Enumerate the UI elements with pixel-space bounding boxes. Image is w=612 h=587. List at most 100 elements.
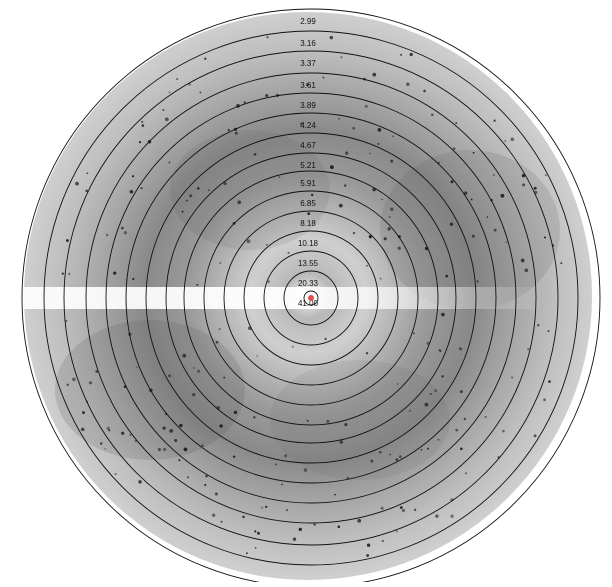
diffraction-spot (214, 492, 218, 496)
diffraction-spot (223, 182, 227, 186)
diffraction-spot (204, 57, 207, 60)
diffraction-spot (505, 241, 508, 244)
diffraction-spot (162, 426, 166, 430)
diffraction-spots (61, 35, 563, 558)
diffraction-spot (278, 176, 281, 179)
diffraction-spot (106, 233, 109, 237)
diffraction-spot (547, 330, 550, 332)
diffraction-spot (543, 236, 547, 239)
resolution-ring (125, 112, 497, 484)
diffraction-spot (334, 493, 337, 496)
diffraction-spot (199, 91, 202, 94)
diffraction-spot (398, 455, 402, 459)
diffraction-spot (390, 207, 394, 211)
diffuse-lobe (170, 130, 330, 250)
diffraction-spot (218, 328, 221, 331)
diffraction-spot (338, 203, 343, 208)
diffraction-spot (326, 419, 330, 423)
resolution-ring-label: 8.18 (300, 219, 316, 228)
resolution-labels: 2.99 3.16 3.37 3.61 3.89 4.24 4.67 5.21 5.91 6.85… (298, 17, 319, 308)
diffraction-spot (138, 480, 142, 484)
diffraction-spot (138, 140, 142, 144)
diffraction-spot (409, 52, 413, 57)
diffraction-spot (219, 262, 222, 265)
diffraction-spot (377, 128, 382, 132)
beamstop-shadow (24, 287, 540, 309)
diffraction-spot (131, 175, 135, 178)
diffraction-spot (524, 268, 529, 273)
diffraction-spot (521, 173, 526, 178)
diffraction-spot (85, 189, 89, 193)
diffraction-spot (548, 380, 551, 383)
diffraction-spot (381, 198, 384, 201)
diffraction-spot (484, 415, 487, 419)
diffraction-spot (510, 137, 515, 142)
diffraction-spot (164, 117, 169, 122)
diffraction-spot (366, 553, 370, 558)
diffraction-spot (449, 222, 454, 226)
diffraction-spot (504, 140, 507, 143)
diffraction-spot (75, 181, 79, 186)
diffraction-spot (344, 423, 348, 427)
diffraction-spot (219, 424, 223, 428)
diffraction-spot (211, 513, 216, 517)
resolution-ring-label: 4.24 (300, 121, 316, 130)
diffraction-spot (352, 231, 356, 235)
diffraction-spot (227, 129, 230, 132)
resolution-ring-label: 41.00 (298, 299, 319, 308)
diffraction-spot (298, 527, 302, 532)
diffraction-spot (464, 191, 468, 195)
diffraction-spot (66, 383, 69, 386)
diffraction-spot (243, 101, 246, 104)
diffraction-spot (123, 231, 128, 235)
diffraction-spot (65, 239, 69, 242)
resolution-ring-label: 13.55 (298, 259, 319, 268)
diffraction-spot (420, 448, 423, 451)
diffraction-spot (322, 76, 325, 79)
resolution-ring (63, 50, 559, 546)
resolution-ring (303, 290, 319, 306)
diffraction-spot (121, 431, 125, 435)
diffraction-spot (390, 159, 394, 163)
resolution-ring (43, 30, 579, 566)
diffraction-spot (287, 251, 290, 255)
diffraction-spot (132, 277, 135, 281)
resolution-ring-label: 3.89 (300, 101, 316, 110)
diffraction-spot (179, 423, 183, 428)
resolution-ring-label: 5.91 (300, 179, 316, 188)
diffraction-spot (186, 476, 189, 479)
diffraction-spot (253, 153, 257, 156)
diffraction-spot (427, 447, 430, 450)
diffraction-spot (435, 514, 439, 518)
diffraction-spot (379, 451, 382, 454)
diffraction-spot (266, 35, 269, 39)
diffraction-spot (232, 455, 236, 458)
diffraction-spot (337, 525, 341, 529)
diffraction-spot (392, 135, 394, 138)
diffraction-spot (234, 131, 238, 135)
resolution-ring-label: 4.67 (300, 141, 316, 150)
resolution-ring (243, 230, 379, 366)
diffraction-spot (330, 165, 334, 169)
resolution-ring-label: 2.99 (300, 17, 316, 26)
diffraction-spot (178, 459, 181, 462)
diffraction-spot (543, 398, 546, 402)
diffraction-spot (196, 283, 199, 286)
diffraction-spot (197, 369, 201, 373)
diffraction-spot (305, 83, 310, 87)
diffraction-spot (192, 393, 196, 397)
diffraction-spot (338, 117, 340, 120)
diffraction-spot (441, 312, 445, 317)
diffraction-spot (129, 190, 134, 194)
diffraction-spot (256, 355, 259, 357)
diffraction-spot (452, 147, 456, 151)
diffraction-spot (472, 151, 475, 154)
diffraction-spot (463, 417, 467, 421)
diffraction-spot (450, 514, 454, 518)
diffraction-spot (423, 89, 426, 93)
diffraction-spot (459, 447, 463, 451)
diffraction-spot (340, 56, 343, 59)
diffraction-spot (168, 161, 171, 164)
diffraction-spot (72, 377, 76, 382)
diffraction-spot (68, 272, 71, 276)
